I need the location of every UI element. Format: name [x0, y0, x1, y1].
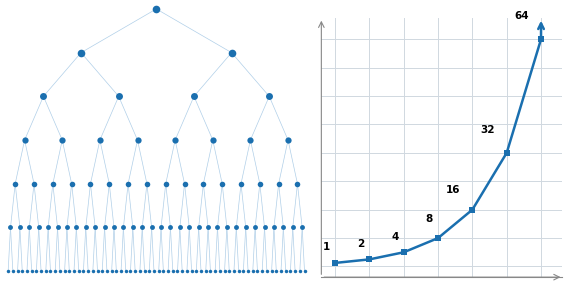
Text: 4: 4 [391, 232, 398, 242]
Text: 64: 64 [514, 11, 529, 21]
Text: 16: 16 [446, 185, 460, 195]
Text: 1: 1 [323, 242, 330, 252]
Text: 8: 8 [426, 214, 433, 224]
Text: 32: 32 [480, 125, 494, 135]
Text: 2: 2 [357, 239, 364, 249]
